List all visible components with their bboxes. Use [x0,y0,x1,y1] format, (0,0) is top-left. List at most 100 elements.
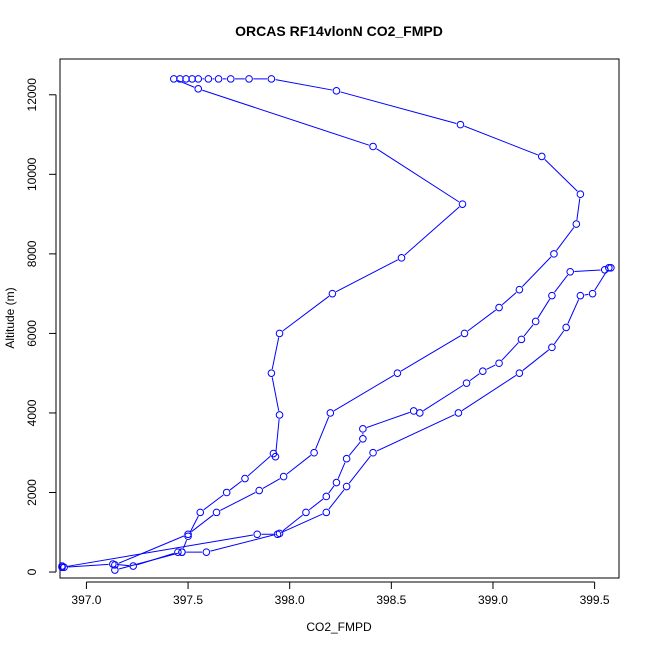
data-point [576,291,585,300]
plot-frame [59,58,620,579]
data-point [267,75,276,83]
data-point [273,530,282,539]
data-point [310,448,318,457]
y-tick-label: 10000 [25,157,39,191]
series-line-segment [68,563,109,568]
data-point [359,435,367,443]
data-point [176,75,184,83]
data-point [393,369,402,377]
data-point [495,359,503,368]
data-point [275,411,284,419]
y-tick-label: 6000 [25,320,39,347]
series-line-segment [337,462,346,479]
data-point [214,75,223,83]
series-line-segment [461,375,517,412]
y-axis: 0 2000 4000 6000 8000 10000 12000 [25,78,57,575]
data-point [58,563,66,572]
y-tick-label: 8000 [25,240,39,267]
series-line-segment [523,324,534,337]
series-line-segment [553,330,565,345]
data-point [458,200,467,208]
series-line-segment [464,125,539,156]
series-line-segment [210,534,276,552]
series-line-segment [177,80,195,88]
data-point [212,508,221,517]
x-axis-label: CO2_FMPD [306,620,372,634]
data-point [129,562,137,570]
data-point [202,548,211,556]
series-line-segment [340,91,457,124]
data-point [302,508,310,517]
data-point [174,548,182,556]
series-line-segment [328,489,345,510]
series-line-segment [335,259,398,293]
data-point [194,75,203,83]
series-line-segment [328,485,335,494]
y-tick-label: 0 [25,568,39,575]
series-line-segment [501,342,519,361]
series-line-segment [469,373,480,382]
series-line-segment [220,491,256,511]
series-line-segment [537,298,551,319]
series-line-segment [118,535,185,564]
series-line-segment [271,377,280,411]
series-line-segment [423,384,464,412]
data-point [479,367,487,375]
data-point [245,75,253,83]
data-point [226,75,235,83]
data-point [222,488,231,497]
data-point [196,508,205,517]
data-point [328,289,337,298]
data-point [548,291,556,300]
data-point [462,379,471,387]
series-line-segment [116,563,130,567]
data-point [255,486,264,495]
data-point [182,75,190,83]
series-line-segment [203,494,224,511]
series-line-segment [275,79,333,91]
data-point [241,474,249,483]
series-layer [58,75,615,574]
series-line-segment [189,515,199,533]
series-line-segment [286,454,312,475]
series-line-segment [574,269,601,273]
series-line-segment [486,364,496,370]
data-point [342,482,351,491]
series-line-segment [247,455,271,477]
data-point [369,448,377,457]
data-point [204,75,213,83]
data-point [271,452,280,461]
x-tick-label: 398.0 [275,593,305,607]
y-tick-label: 4000 [25,399,39,426]
data-point [184,532,192,541]
series-line-segment [315,416,330,450]
x-axis: 397.0 397.5 398.0 398.5 399.0 399.5 [71,581,610,607]
data-point [322,508,331,517]
data-point [600,265,609,274]
series-line-segment [376,414,455,452]
data-point [517,335,526,344]
series-line-segment [282,295,330,332]
data-point [572,220,581,228]
data-point [332,478,341,487]
data-point [588,289,597,298]
series-line-segment [191,514,214,533]
data-point [184,530,192,539]
data-point [550,250,558,258]
series-line-segment [501,292,517,306]
y-tick-label: 2000 [25,479,39,506]
x-tick-label: 397.0 [71,593,101,607]
data-point [332,87,341,95]
series-line-segment [348,441,361,456]
series-line-segment [467,309,497,332]
data-point [111,566,119,574]
x-tick-label: 398.5 [376,593,406,607]
data-point [515,285,524,294]
series-line-segment [522,349,549,371]
series-line-segment [118,552,179,570]
series-line-segment [556,227,575,251]
data-point [531,317,540,326]
series-line-segment [202,89,370,146]
data-point [409,407,418,415]
